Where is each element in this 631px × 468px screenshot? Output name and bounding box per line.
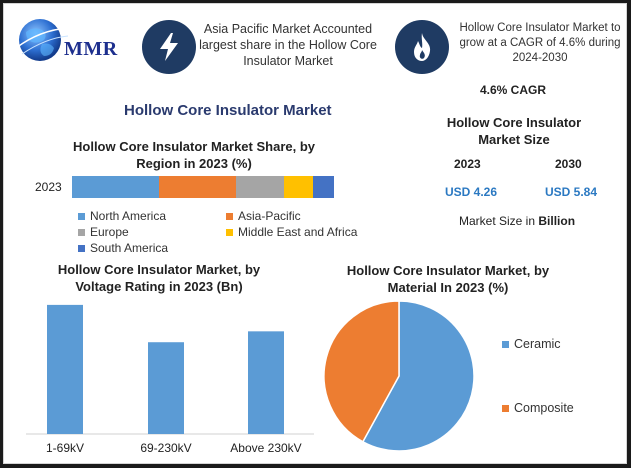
market-size-value-2023: USD 4.26 bbox=[445, 185, 498, 199]
globe-icon bbox=[15, 19, 69, 61]
pie-legend-swatch bbox=[502, 341, 509, 348]
voltage-bar bbox=[47, 304, 83, 434]
logo-text: MMR bbox=[64, 38, 118, 60]
pie-legend-swatch bbox=[502, 405, 509, 412]
legend-label: Middle East and Africa bbox=[238, 225, 358, 239]
pie-legend-label: Composite bbox=[514, 401, 574, 415]
legend-item-europe: Europe bbox=[78, 225, 129, 239]
market-title: Hollow Core Insulator Market bbox=[124, 102, 332, 119]
market-size-year-2030: 2030 bbox=[555, 157, 582, 171]
voltage-bar bbox=[148, 342, 184, 434]
legend-item-north-america: North America bbox=[78, 209, 166, 223]
pie-slice-composite bbox=[323, 300, 400, 443]
legend-label: North America bbox=[90, 209, 167, 223]
voltage-chart: 1-69kV 69-230kV Above 230kV bbox=[26, 304, 314, 455]
region-chart-title: Hollow Core Insulator Market Share, by R… bbox=[73, 139, 315, 171]
region-bar-segment-europe bbox=[236, 176, 284, 198]
legend-item-south-america: South America bbox=[78, 241, 168, 255]
voltage-tick-label: 69-230kV bbox=[140, 441, 191, 455]
voltage-tick-label: 1-69kV bbox=[46, 441, 84, 455]
region-bar-segment-south-america bbox=[313, 176, 335, 198]
legend-swatch bbox=[226, 212, 233, 220]
material-pie-chart: Ceramic Composite bbox=[323, 300, 574, 452]
legend-item-asia-pacific: Asia-Pacific bbox=[226, 209, 301, 223]
market-size-note: Market Size in Billion bbox=[459, 214, 575, 228]
legend-swatch bbox=[226, 228, 233, 236]
market-size-year-2023: 2023 bbox=[454, 157, 481, 171]
material-chart-title: Hollow Core Insulator Market, by Materia… bbox=[346, 263, 550, 295]
pie-legend-label: Ceramic bbox=[514, 337, 561, 351]
region-bar-segment-middle-east-and-africa bbox=[284, 176, 314, 198]
legend-swatch bbox=[78, 228, 85, 236]
infographic-frame: MMR Asia Pacific Market Accounted larges… bbox=[3, 3, 627, 464]
region-stacked-bar bbox=[72, 176, 337, 198]
pie-slice-ceramic bbox=[361, 300, 475, 452]
market-size-title: Hollow Core Insulator Market Size bbox=[446, 115, 582, 147]
header-left-text: Asia Pacific Market Accounted largest sh… bbox=[199, 22, 377, 68]
legend-item-middle-east-and-africa: Middle East and Africa bbox=[226, 225, 357, 239]
legend-label: Europe bbox=[90, 225, 129, 239]
region-category-label: 2023 bbox=[35, 180, 62, 194]
flame-icon bbox=[395, 20, 449, 74]
legend-swatch bbox=[78, 212, 85, 220]
header-right-text: Hollow Core Insulator Market to grow at … bbox=[459, 22, 621, 64]
cagr-label: 4.6% CAGR bbox=[480, 83, 547, 97]
market-size-note-prefix: Market Size in bbox=[459, 214, 539, 228]
legend-label: Asia-Pacific bbox=[238, 209, 301, 223]
voltage-tick-label: Above 230kV bbox=[230, 441, 301, 455]
voltage-bar bbox=[248, 331, 284, 434]
region-bar-segment-north-america bbox=[72, 176, 160, 198]
market-size-note-unit: Billion bbox=[538, 214, 576, 228]
lightning-icon bbox=[142, 20, 196, 74]
legend-label: South America bbox=[90, 241, 169, 255]
legend-swatch bbox=[78, 244, 85, 252]
mmr-logo bbox=[12, 14, 132, 66]
market-size-value-2030: USD 5.84 bbox=[545, 185, 598, 199]
voltage-chart-title: Hollow Core Insulator Market, by Voltage… bbox=[57, 262, 261, 294]
region-bar-segment-asia-pacific bbox=[159, 176, 237, 198]
